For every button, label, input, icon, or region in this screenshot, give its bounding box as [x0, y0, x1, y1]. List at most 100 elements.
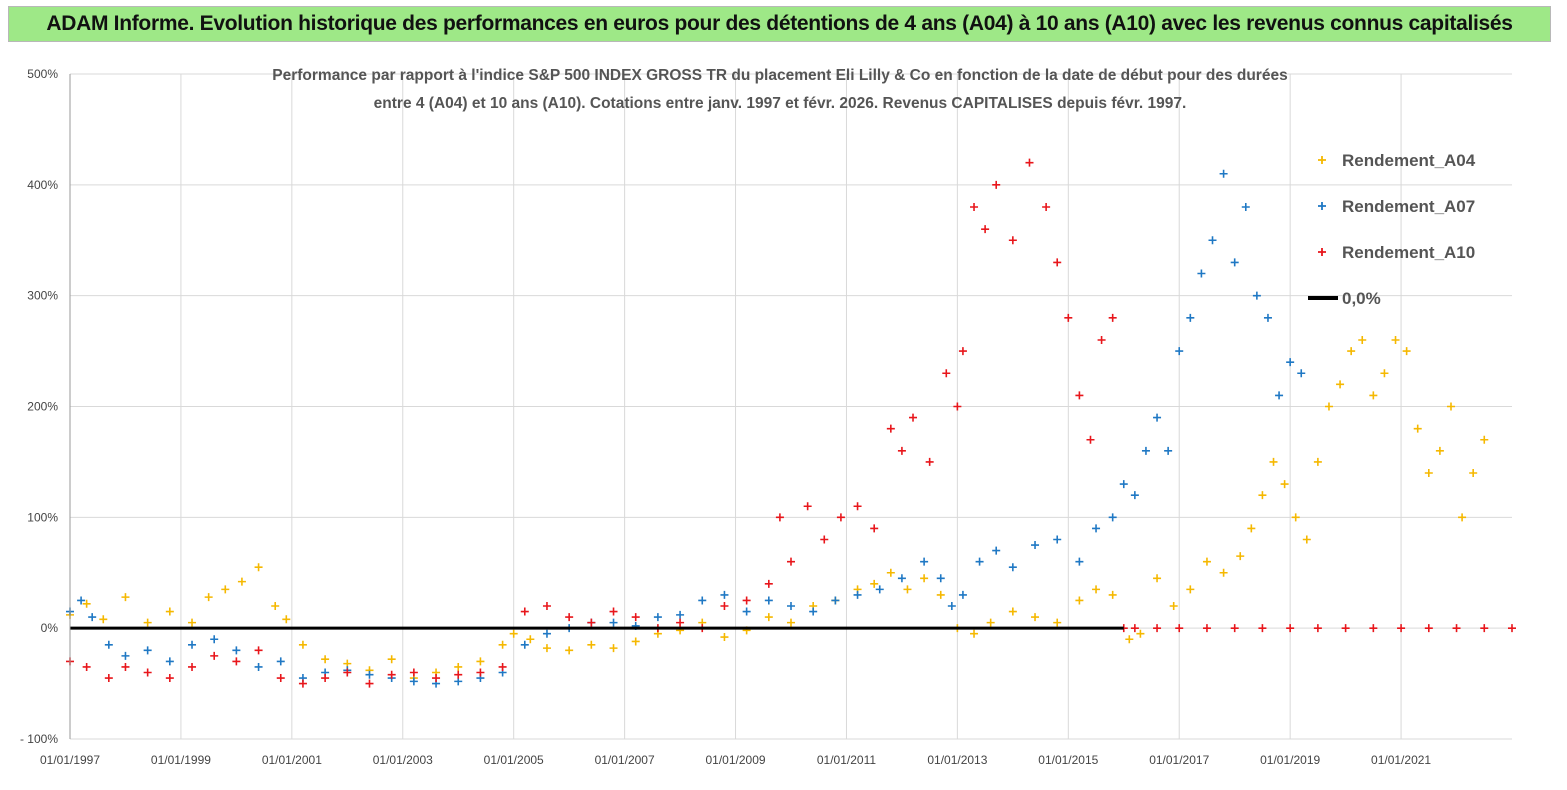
data-point	[143, 668, 152, 677]
data-point	[958, 347, 967, 356]
data-point	[1125, 635, 1134, 644]
data-point	[720, 602, 729, 610]
data-point	[221, 585, 230, 594]
data-point	[1435, 446, 1444, 455]
data-point	[1291, 513, 1300, 522]
data-point	[1031, 541, 1040, 550]
data-point	[1053, 258, 1062, 267]
data-point	[254, 646, 263, 655]
data-point	[1092, 524, 1101, 533]
data-point	[498, 640, 507, 649]
data-point	[836, 513, 845, 522]
data-point	[870, 524, 879, 533]
data-point	[1297, 369, 1306, 378]
data-point	[476, 657, 485, 666]
data-point	[920, 574, 929, 583]
data-point	[121, 651, 130, 660]
data-point	[853, 590, 862, 599]
data-point	[936, 590, 945, 599]
data-point	[1086, 435, 1095, 444]
data-point	[1025, 158, 1034, 167]
data-point	[454, 662, 463, 671]
data-point	[1313, 457, 1322, 466]
data-point	[1169, 602, 1178, 610]
data-point	[609, 618, 618, 627]
data-point	[1008, 563, 1017, 572]
data-point	[742, 596, 751, 605]
data-point	[498, 662, 507, 671]
data-point	[1236, 552, 1245, 561]
data-point	[870, 579, 879, 588]
data-point	[121, 662, 130, 671]
data-point	[542, 602, 551, 610]
data-point	[958, 590, 967, 599]
data-point	[1324, 402, 1333, 411]
data-point	[88, 613, 97, 622]
data-point	[787, 557, 795, 566]
data-point	[742, 607, 751, 616]
legend-marker-swatch	[1318, 248, 1326, 256]
data-point	[1446, 402, 1455, 411]
data-point	[1075, 557, 1084, 566]
chart-title-line2: entre 4 (A04) et 10 ans (A10). Cotations…	[374, 95, 1187, 112]
data-point	[321, 655, 330, 664]
data-point	[970, 629, 979, 638]
data-point	[787, 602, 795, 610]
data-point	[1108, 513, 1117, 522]
y-tick-label: 300%	[27, 289, 58, 303]
x-tick-label: 01/01/2009	[706, 753, 766, 767]
data-point	[1397, 624, 1406, 633]
data-point	[1164, 446, 1173, 455]
data-point	[1480, 624, 1489, 633]
data-point	[321, 674, 330, 683]
data-point	[271, 602, 280, 610]
data-point	[1230, 624, 1239, 633]
data-point	[1269, 457, 1278, 466]
data-point	[565, 646, 574, 655]
data-point	[1280, 480, 1289, 489]
data-point	[409, 668, 418, 677]
data-point	[942, 369, 951, 378]
performance-chart: - 100% 0% 100% 200% 300% 400% 500% 01/01/1997 01…	[0, 44, 1567, 790]
data-point	[276, 674, 285, 683]
data-point	[1413, 424, 1422, 433]
data-point	[992, 180, 1001, 189]
data-point	[831, 596, 840, 605]
data-point	[454, 670, 463, 679]
data-point	[1175, 624, 1184, 633]
x-tick-label: 01/01/2015	[1038, 753, 1098, 767]
data-point	[903, 585, 912, 594]
data-point	[1153, 574, 1162, 583]
data-marks	[66, 158, 1516, 688]
legend-label: Rendement_A04	[1342, 151, 1476, 170]
data-point	[953, 402, 962, 411]
data-point	[897, 574, 906, 583]
data-point	[1219, 169, 1228, 178]
data-point	[1208, 236, 1217, 245]
data-point	[809, 607, 818, 616]
data-point	[509, 629, 518, 638]
data-point	[698, 596, 707, 605]
data-point	[820, 535, 829, 544]
data-point	[232, 646, 241, 655]
data-point	[143, 646, 152, 655]
data-point	[587, 618, 596, 627]
data-point	[1402, 347, 1411, 356]
data-point	[104, 674, 113, 683]
data-point	[1424, 624, 1433, 633]
data-point	[764, 579, 773, 588]
data-point	[631, 613, 640, 622]
data-point	[1358, 336, 1367, 344]
data-point	[1341, 624, 1350, 633]
data-point	[210, 651, 219, 660]
data-point	[1075, 391, 1084, 400]
data-point	[1031, 613, 1040, 622]
data-point	[165, 607, 174, 616]
data-point	[165, 657, 174, 666]
x-tick-label: 01/01/2021	[1371, 753, 1431, 767]
data-point	[254, 563, 263, 572]
data-point	[587, 640, 596, 649]
data-point	[1153, 413, 1162, 422]
data-point	[1108, 313, 1117, 322]
data-point	[1175, 347, 1184, 356]
